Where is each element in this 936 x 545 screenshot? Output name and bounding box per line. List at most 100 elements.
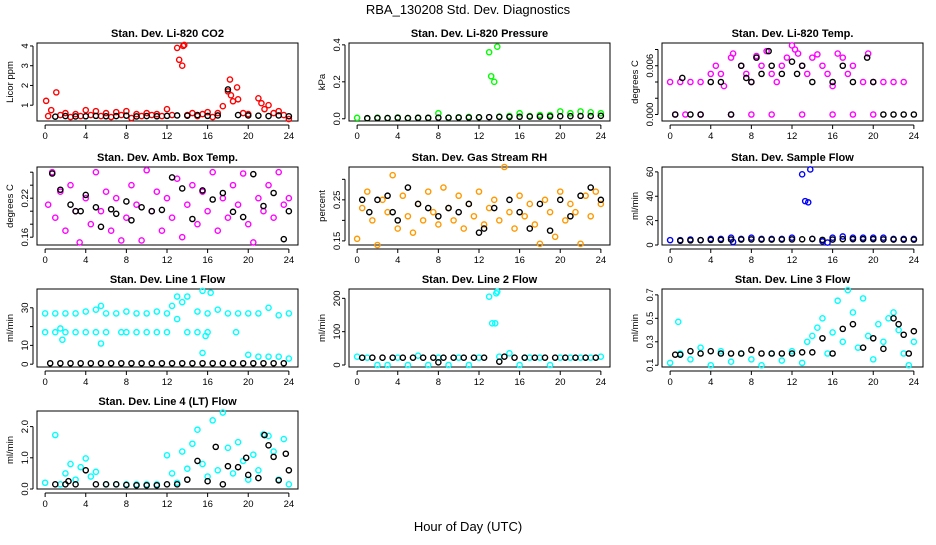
data-point — [814, 51, 821, 58]
hourly-point — [82, 112, 90, 120]
data-point — [834, 50, 841, 57]
data-point — [546, 361, 554, 369]
data-point — [758, 62, 765, 70]
x-tick-label: 8 — [436, 131, 441, 142]
plot-frame — [36, 42, 299, 122]
hourly-point — [742, 74, 750, 82]
hourly-point — [572, 354, 579, 361]
hourly-point — [819, 334, 826, 342]
hourly-point — [270, 453, 277, 461]
data-point — [82, 106, 90, 114]
hourly-point — [97, 359, 105, 367]
hourly-point — [900, 331, 908, 339]
hourly-point — [541, 354, 549, 361]
hourly-point — [204, 112, 211, 120]
hourly-point — [239, 359, 247, 367]
hourly-point — [809, 78, 816, 86]
x-tick-label: 20 — [555, 131, 566, 142]
data-point — [143, 328, 150, 336]
hourly-point — [697, 111, 704, 118]
x-tick-label: 20 — [243, 499, 254, 510]
y-tick-label: 10 — [20, 340, 31, 351]
hourly-point — [82, 191, 90, 199]
data-point — [712, 62, 720, 70]
x-tick-label: 12 — [474, 255, 485, 266]
data-point — [280, 201, 288, 208]
data-point — [369, 217, 376, 224]
data-point — [92, 328, 100, 336]
data-point — [358, 204, 366, 212]
hourly-point — [366, 208, 373, 216]
data-point — [260, 207, 267, 215]
data-point — [123, 214, 130, 221]
hourly-point — [285, 207, 293, 215]
data-points — [353, 43, 605, 122]
data-point — [44, 201, 52, 208]
x-axis-label: Hour of Day (UTC) — [414, 519, 522, 534]
data-point — [52, 89, 60, 96]
data-point — [758, 361, 765, 369]
hourly-point — [239, 213, 247, 221]
x-tick-label: 20 — [868, 377, 879, 388]
data-point — [194, 426, 201, 434]
data-point — [778, 62, 786, 70]
hourly-point — [123, 112, 130, 119]
data-point — [255, 466, 262, 474]
data-point — [890, 78, 897, 86]
x-tick-label: 20 — [555, 255, 566, 266]
plot-frame — [661, 288, 924, 368]
plot-frame — [661, 166, 924, 246]
data-point — [429, 208, 437, 216]
data-point — [239, 170, 247, 177]
x-tick-label: 20 — [243, 377, 254, 388]
y-tick-label: 0.22 — [20, 189, 31, 208]
x-tick-label: 0 — [667, 255, 672, 266]
hourly-point — [173, 481, 181, 488]
hourly-point — [92, 481, 100, 488]
data-point — [194, 308, 201, 315]
panel-title: Stan. Dev. Line 3 Flow — [735, 274, 851, 286]
hourly-point — [265, 442, 272, 449]
hourly-point — [890, 315, 897, 322]
hourly-point — [829, 78, 836, 86]
hourly-point — [727, 236, 735, 243]
hourly-point — [379, 354, 386, 361]
hourly-point — [890, 111, 897, 118]
y-tick-label: 0.006 — [645, 54, 656, 78]
data-point — [62, 470, 69, 477]
data-point — [189, 440, 196, 448]
data-points — [41, 409, 293, 489]
x-tick-label: 8 — [124, 255, 129, 266]
data-point — [577, 240, 584, 248]
y-tick-label: 0.4 — [332, 38, 343, 51]
hourly-point — [697, 350, 704, 357]
hourly-point — [465, 114, 473, 121]
hourly-point — [72, 113, 79, 120]
data-point — [674, 318, 682, 326]
data-point — [173, 293, 181, 300]
hourly-point — [592, 354, 600, 361]
data-point — [178, 448, 186, 455]
hourly-point — [133, 481, 140, 489]
data-point — [265, 101, 272, 109]
data-point — [173, 315, 181, 323]
hourly-point — [178, 185, 186, 192]
x-tick-label: 4 — [83, 255, 88, 266]
data-point — [536, 240, 544, 248]
data-point — [729, 50, 737, 57]
hourly-point — [707, 236, 715, 244]
y-axis-label: degrees C — [630, 60, 641, 104]
x-tick-label: 24 — [909, 377, 920, 388]
x-tick-label: 8 — [436, 377, 441, 388]
x-tick-label: 8 — [749, 255, 754, 266]
y-tick-label: 100 — [332, 324, 343, 340]
hourly-point — [389, 354, 396, 361]
hourly-point — [727, 350, 735, 357]
data-point — [51, 310, 59, 317]
data-point — [209, 417, 216, 424]
data-point — [374, 361, 381, 369]
data-point — [97, 340, 105, 347]
data-point — [92, 306, 100, 313]
panel-title: Stan. Dev. Line 2 Flow — [422, 274, 538, 286]
hourly-point — [768, 350, 775, 357]
